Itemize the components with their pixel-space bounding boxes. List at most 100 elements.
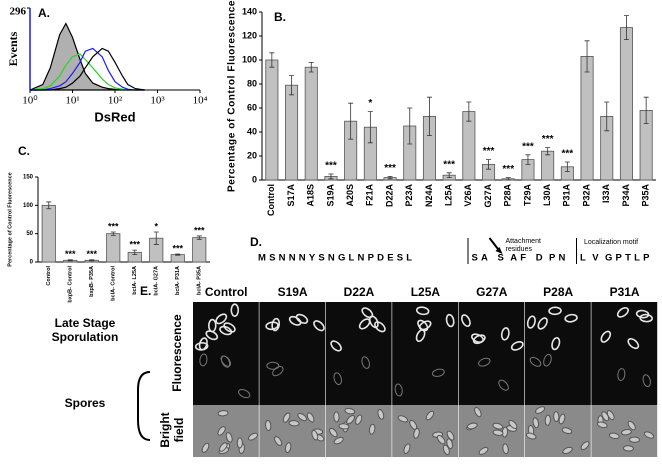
x-tick-label: T29A [522, 184, 532, 207]
significance-label: *** [443, 159, 455, 170]
cell [510, 341, 524, 351]
y-tick-label: 0 [252, 174, 257, 184]
cell [313, 320, 325, 332]
error-bar [387, 176, 393, 180]
error-bar [348, 102, 354, 140]
error-bar [407, 107, 413, 145]
error-bar [604, 101, 610, 132]
spore [442, 444, 450, 456]
bar [580, 56, 594, 181]
cell [288, 315, 302, 326]
bar [304, 66, 318, 181]
cell [205, 330, 219, 341]
sequence-segment: MSNNNYSNGLNPDESL [258, 253, 415, 264]
error-bar [67, 259, 73, 262]
spore [525, 432, 537, 440]
bar [265, 59, 279, 181]
cell [529, 356, 542, 367]
bar [619, 27, 633, 181]
x-tick-label: bxpB- Control [68, 266, 74, 303]
cell [361, 356, 370, 369]
x-tick-label: V26A [463, 184, 473, 207]
cell [564, 313, 578, 323]
spore [247, 432, 258, 441]
error-bar [328, 173, 334, 180]
micrograph [392, 302, 458, 354]
significance-label: *** [483, 146, 495, 157]
micrograph [458, 354, 525, 405]
spore [288, 420, 300, 427]
spore [333, 436, 344, 445]
spore [492, 422, 504, 430]
spore [403, 443, 411, 454]
x-tick-label: Control [266, 184, 276, 216]
significance-label: *** [542, 134, 554, 145]
cell [472, 334, 486, 345]
bar [192, 237, 207, 263]
spore [558, 413, 566, 425]
cell [498, 379, 509, 391]
significance-label: *** [172, 243, 183, 253]
spore [474, 406, 482, 418]
cell [238, 388, 251, 399]
spore [466, 422, 478, 430]
spore [217, 410, 229, 417]
y-tick-label: 80 [247, 78, 257, 88]
cell [537, 317, 548, 330]
significance-label: *** [562, 149, 574, 160]
spore [478, 446, 489, 455]
spore [508, 420, 518, 429]
spore [236, 437, 243, 449]
spore [397, 415, 409, 423]
x-tick-label: bclA- P31A [175, 266, 181, 295]
spore [217, 426, 226, 436]
x-tick-label: bclA- G27A [154, 266, 160, 296]
x-tick-label: Control [46, 266, 52, 286]
row-label: Fluorescence [170, 314, 184, 392]
spore [377, 409, 385, 420]
spore [344, 407, 356, 415]
cell [616, 306, 629, 318]
significance-label: *** [325, 161, 337, 172]
image-panel: E. Control S19A D22A L25A G27A P28A P31A Late St… [52, 284, 658, 457]
cell [635, 309, 650, 319]
error-bar [110, 231, 116, 236]
spore [355, 414, 363, 425]
micrograph [525, 354, 591, 405]
x-tick-label: S19A [325, 184, 335, 207]
error-bar [505, 177, 511, 181]
spore [265, 420, 272, 431]
spore [436, 435, 446, 445]
y-tick-label: 0 [30, 260, 34, 266]
cell [415, 306, 430, 316]
cell [543, 353, 552, 367]
annotation: Localization motif [584, 239, 638, 246]
error-bar [153, 231, 159, 245]
panel-label: A. [38, 6, 50, 20]
error-bar [545, 147, 551, 156]
error-bar [196, 235, 202, 240]
histogram-line [30, 47, 145, 91]
cell [333, 372, 342, 385]
micrograph [259, 302, 326, 354]
micrograph [193, 354, 259, 405]
spore [346, 415, 355, 425]
panel-label: D. [250, 235, 262, 249]
significance-label: *** [108, 221, 119, 231]
sequence-segment: AF [510, 253, 529, 264]
significance-label: *** [384, 163, 396, 174]
spore [580, 441, 590, 451]
bar [462, 111, 476, 181]
significance-label: *** [522, 141, 534, 152]
sequence-segment: SA [471, 253, 491, 264]
row-label: Spores [65, 396, 106, 410]
spore [622, 445, 634, 452]
bar [41, 204, 56, 263]
cell [417, 319, 429, 332]
column-label: G27A [476, 285, 508, 299]
y-tick-label: 140 [242, 6, 257, 16]
x-tick-label: 10⁰ [22, 95, 38, 107]
x-tick-label: 10¹ [65, 95, 79, 107]
